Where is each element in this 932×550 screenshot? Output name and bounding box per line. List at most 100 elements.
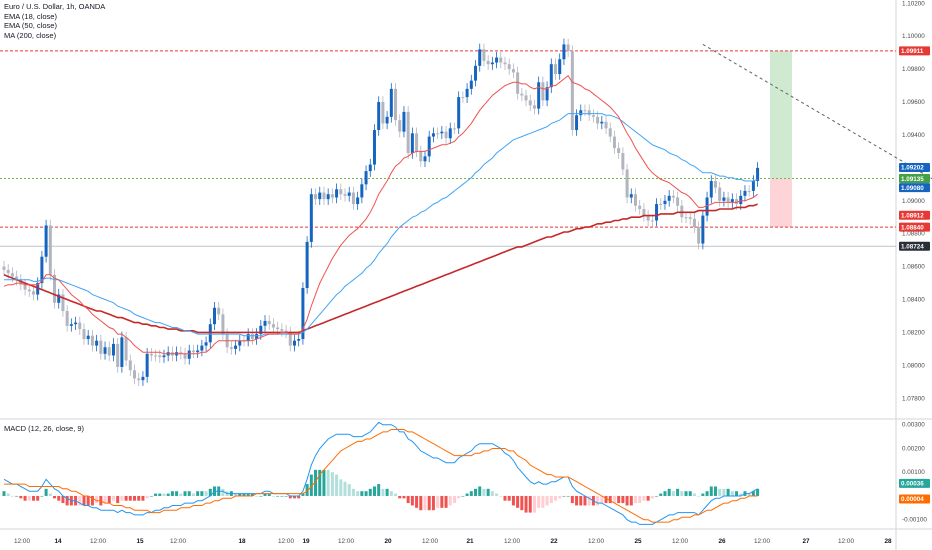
candle-body [457,97,461,129]
candle-body [697,227,701,244]
macd-histogram-bar [612,495,616,504]
macd-histogram-bar [457,495,461,499]
candle-body [154,355,158,357]
macd-histogram-bar [204,491,208,496]
price-tag-label: 1.08912 [901,212,924,219]
price-tag-label: 1.08724 [901,243,924,250]
candle-body [511,69,515,73]
candle-body [183,353,187,359]
macd-histogram-bar [238,493,242,496]
macd-histogram-bar [179,493,183,496]
macd-histogram-bar [532,495,536,513]
macd-histogram-bar [322,469,326,496]
macd-histogram-bar [124,495,128,501]
macd-histogram-bar [170,491,174,496]
macd-histogram-bar [284,495,288,497]
candle-body [718,187,722,201]
macd-histogram-bar [436,495,440,508]
candle-body [713,181,717,188]
candle-body [495,57,499,63]
candle-body [591,115,595,117]
macd-price-tag-label: 0.00004 [901,496,924,503]
macd-histogram-bar [638,495,642,504]
macd-histogram-bar [377,484,381,496]
candle-body [377,102,381,131]
macd-histogram-bar [234,493,238,496]
candle-body [99,340,103,354]
macd-tick-label: 0.00200 [902,445,925,452]
legend-symbol[interactable]: Euro / U.S. Dollar, 1h, OANDA [4,2,106,11]
candle-body [756,167,760,182]
legend-ema50[interactable]: EMA (50, close) [4,21,57,31]
macd-histogram-bar [625,495,629,506]
macd-histogram-bar [549,495,553,504]
candle-body [162,355,166,358]
macd-histogram-bar [701,493,705,496]
macd-histogram-bar [676,488,680,496]
macd-histogram-bar [347,484,351,496]
macd-histogram-bar [6,493,10,496]
candle-body [141,376,145,381]
price-tag [899,241,930,251]
macd-histogram-bar [335,474,339,496]
candle-body [688,217,692,219]
macd-histogram-bar [756,488,760,496]
time-tick-label: 12:00 [754,538,770,545]
macd-histogram-bar [107,495,111,504]
macd-histogram-bar [141,495,145,501]
macd-legend[interactable]: MACD (12, 26, close, 9) [4,424,85,433]
macd-histogram-bar [65,495,69,506]
candle-body [684,217,688,219]
candle-body [208,324,212,343]
candle-body [356,197,360,205]
candle-body [360,184,364,198]
macd-histogram-bar [128,495,132,501]
legend-ma200[interactable]: MA (200, close) [4,30,57,40]
legend-ema18[interactable]: EMA (18, close) [4,11,57,21]
macd-histogram-bar [292,495,296,499]
signal-line [4,429,758,523]
macd-histogram-bar [372,486,376,496]
candle-body [705,197,709,216]
macd-histogram-bar [726,488,730,496]
time-tick-label: 12:00 [422,538,438,545]
macd-histogram-bar [663,491,667,496]
macd-histogram-bar [86,495,90,506]
candle-body [440,131,444,134]
macd-histogram-bar [149,495,153,497]
macd-histogram-bar [166,493,170,496]
price-tag-label: 1.08840 [901,224,924,231]
macd-tick-label: 0.00100 [902,469,925,476]
macd-histogram-bar [398,495,402,499]
candle-body [486,60,490,65]
candle-body [267,320,271,325]
macd-histogram-bar [478,486,482,496]
time-tick-label: 12:00 [672,538,688,545]
candle-body [364,171,368,185]
candle-body [259,325,263,335]
candle-body [676,197,680,206]
candle-body [579,110,583,116]
candle-body [583,110,587,112]
candle-body [642,209,646,216]
candle-body [107,347,111,356]
candle-body [82,329,86,340]
price-tag-label: 1.09202 [901,165,924,172]
candle-body [566,44,570,52]
candle-body [722,197,726,201]
macd-histogram-bar [394,493,398,496]
macd-histogram-bar [659,493,663,496]
macd-histogram-bar [242,493,246,496]
candle-body [368,164,372,172]
candle-body [558,59,562,75]
macd-price-tag-label: 0.00036 [901,481,924,488]
macd-histogram-bar [406,495,410,504]
macd-histogram-bar [558,495,562,499]
candle-body [288,332,292,346]
macd-histogram-bar [116,495,120,504]
macd-histogram-bar [697,495,701,497]
macd-histogram-bar [31,495,35,501]
candle-body [465,88,469,98]
